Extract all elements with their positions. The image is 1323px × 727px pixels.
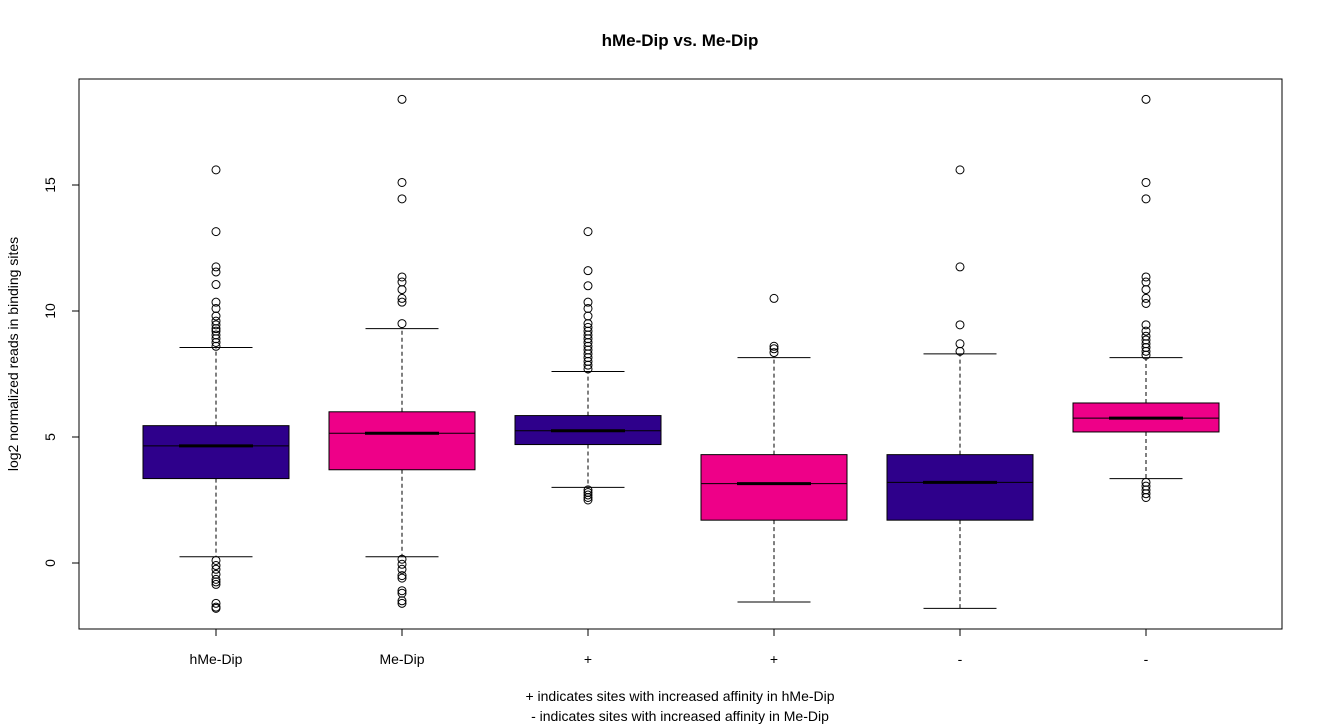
outlier-point xyxy=(397,297,407,307)
outlier-point xyxy=(211,297,221,307)
outlier-point xyxy=(1141,320,1151,330)
iqr-box xyxy=(328,411,476,471)
x-axis: hMe-Dip Me-Dip + + - - xyxy=(190,628,1149,667)
x-tick-label: + xyxy=(770,651,778,667)
outlier-point xyxy=(397,586,407,596)
box-1 xyxy=(142,165,290,613)
outlier-point xyxy=(211,564,221,574)
outlier-point xyxy=(211,577,221,587)
plot-frame xyxy=(78,78,1283,630)
outlier-point xyxy=(397,559,407,569)
outlier-point xyxy=(211,267,221,277)
outlier-point xyxy=(583,297,593,307)
outlier-point xyxy=(583,322,593,332)
y-tick-label: 10 xyxy=(42,303,58,319)
outlier-point xyxy=(955,165,965,175)
box-6 xyxy=(1072,94,1220,502)
outlier-point xyxy=(211,561,221,571)
outlier-point xyxy=(397,285,407,295)
outlier-point xyxy=(397,596,407,606)
outlier-point xyxy=(1141,272,1151,282)
outlier-point xyxy=(1141,489,1151,499)
outlier-point xyxy=(397,554,407,564)
outlier-point xyxy=(397,319,407,329)
x-tick-label: - xyxy=(958,651,963,667)
y-tick-label: 15 xyxy=(42,177,58,193)
outlier-point xyxy=(769,293,779,303)
outlier-point xyxy=(211,316,221,326)
iqr-box xyxy=(886,454,1034,521)
x-caption-line-2: - indicates sites with increased affinit… xyxy=(531,708,829,724)
box-3 xyxy=(514,227,662,505)
outlier-point xyxy=(211,280,221,290)
outlier-point xyxy=(583,492,593,502)
outlier-point xyxy=(1141,335,1151,345)
x-tick-label: Me-Dip xyxy=(379,651,424,667)
outlier-point xyxy=(1141,293,1151,303)
outlier-point xyxy=(397,573,407,583)
outlier-point xyxy=(583,495,593,505)
outlier-point xyxy=(583,311,593,321)
outlier-point xyxy=(583,303,593,313)
y-axis: 0 5 10 15 xyxy=(42,177,80,567)
outlier-point xyxy=(211,330,221,340)
outlier-point xyxy=(397,277,407,287)
outlier-point xyxy=(211,598,221,608)
outlier-point xyxy=(211,603,221,613)
x-tick-label: + xyxy=(584,651,592,667)
y-tick-label: 0 xyxy=(42,559,58,567)
outlier-point xyxy=(955,339,965,349)
outlier-point xyxy=(397,564,407,574)
outlier-point xyxy=(211,165,221,175)
x-tick-label: hMe-Dip xyxy=(190,651,243,667)
outlier-point xyxy=(1141,94,1151,104)
outlier-point xyxy=(1141,326,1151,336)
outlier-point xyxy=(397,177,407,187)
outlier-point xyxy=(397,598,407,608)
outlier-point xyxy=(769,341,779,351)
boxes-layer xyxy=(142,94,1220,613)
iqr-box xyxy=(700,454,848,521)
outlier-point xyxy=(397,194,407,204)
outlier-point xyxy=(211,326,221,336)
outlier-point xyxy=(1141,492,1151,502)
box-5 xyxy=(886,165,1034,609)
y-axis-label: log2 normalized reads in binding sites xyxy=(5,237,21,471)
outlier-point xyxy=(211,303,221,313)
box-2 xyxy=(328,94,476,608)
outlier-point xyxy=(583,227,593,237)
outlier-point xyxy=(211,574,221,584)
outlier-point xyxy=(769,348,779,358)
outlier-point xyxy=(1141,331,1151,341)
outlier-point xyxy=(1141,177,1151,187)
outlier-point xyxy=(955,262,965,272)
box-4 xyxy=(700,293,848,603)
outlier-point xyxy=(583,490,593,500)
outlier-point xyxy=(583,266,593,276)
outlier-point xyxy=(1141,285,1151,295)
outlier-point xyxy=(397,272,407,282)
outlier-point xyxy=(769,344,779,354)
outlier-point xyxy=(211,227,221,237)
outlier-point xyxy=(211,555,221,565)
outlier-point xyxy=(211,320,221,330)
x-caption-line-1: + indicates sites with increased affinit… xyxy=(525,688,834,704)
outlier-point xyxy=(1141,277,1151,287)
x-tick-label: - xyxy=(1144,651,1149,667)
outlier-point xyxy=(397,293,407,303)
outlier-point xyxy=(1141,194,1151,204)
outlier-point xyxy=(211,579,221,589)
outlier-point xyxy=(1141,298,1151,308)
iqr-box xyxy=(142,425,290,480)
outlier-point xyxy=(397,94,407,104)
y-tick-label: 5 xyxy=(42,433,58,441)
outlier-point xyxy=(211,311,221,321)
outlier-point xyxy=(583,281,593,291)
outlier-point xyxy=(397,571,407,581)
chart-title: hMe-Dip vs. Me-Dip xyxy=(602,31,759,50)
outlier-point xyxy=(211,262,221,272)
outlier-point xyxy=(955,320,965,330)
